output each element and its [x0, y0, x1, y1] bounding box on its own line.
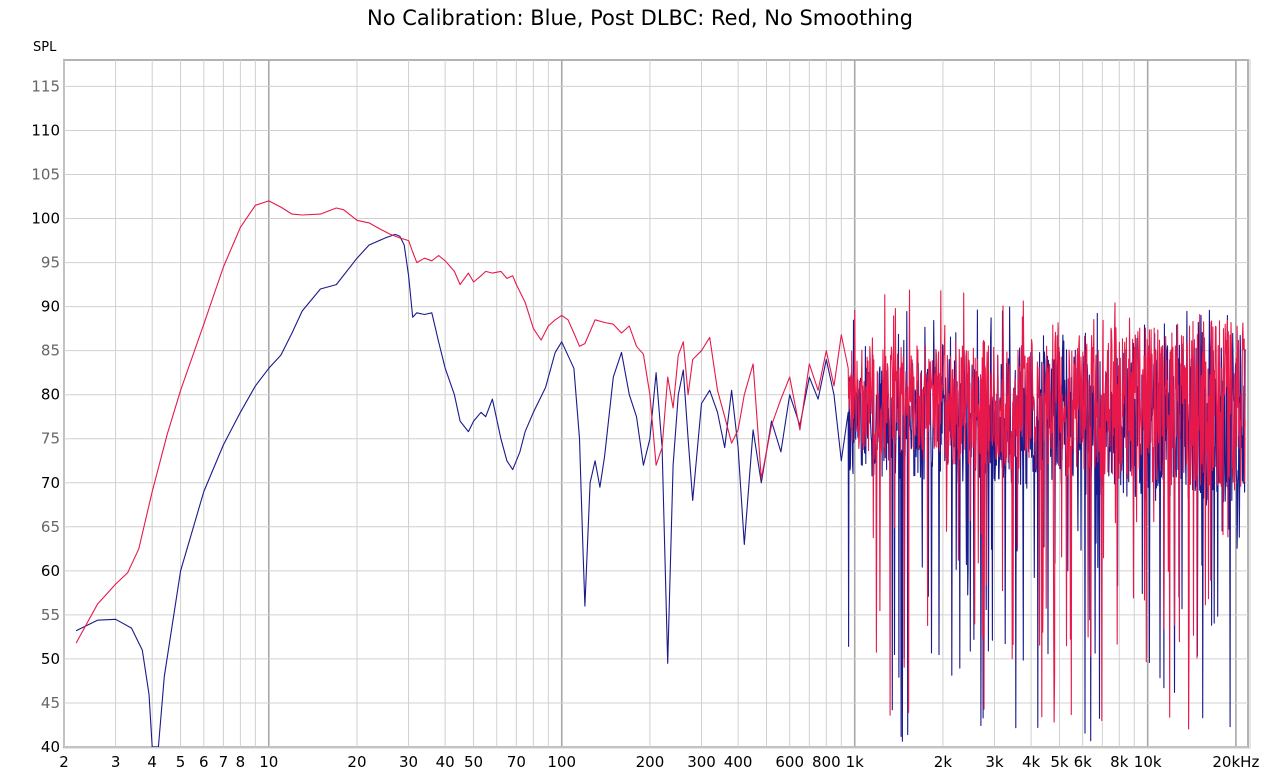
- x-tick-label: 800: [812, 753, 841, 771]
- x-tick-label: 8: [236, 753, 246, 771]
- x-tick-label: 4: [147, 753, 157, 771]
- x-tick-label: 4k: [1022, 753, 1041, 771]
- x-tick-label: 6: [199, 753, 209, 771]
- y-tick-label: 45: [41, 694, 60, 712]
- x-tick-label: 3: [111, 753, 121, 771]
- y-tick-label: 115: [31, 77, 60, 95]
- y-tick-label: 95: [41, 254, 60, 272]
- y-tick-label: 100: [31, 210, 60, 228]
- y-tick-label: 85: [41, 342, 60, 360]
- y-tick-label: 80: [41, 386, 60, 404]
- x-tick-label: 30: [399, 753, 418, 771]
- x-tick-label: 5k: [1050, 753, 1069, 771]
- x-tick-label: 300: [687, 753, 716, 771]
- y-tick-label: 90: [41, 298, 60, 316]
- y-tick-label: 75: [41, 430, 60, 448]
- x-tick-label: 20kHz: [1212, 753, 1259, 771]
- x-tick-labels: 2 3 4 5 6 7 8 10 20 30 40 50 70 100 200 300 400 600 800 1k 2…: [59, 753, 1259, 771]
- x-tick-label: 8k: [1110, 753, 1129, 771]
- x-tick-label: 200: [636, 753, 665, 771]
- x-tick-label: 10: [259, 753, 278, 771]
- grid: [63, 60, 1248, 748]
- x-tick-label: 100: [547, 753, 576, 771]
- y-tick-label: 55: [41, 606, 60, 624]
- chart-title: No Calibration: Blue, Post DLBC: Red, No…: [367, 6, 913, 30]
- x-tick-label: 2: [59, 753, 69, 771]
- y-tick-label: 60: [41, 562, 60, 580]
- x-tick-label: 40: [436, 753, 455, 771]
- x-tick-label: 2k: [934, 753, 953, 771]
- y-tick-label: 110: [31, 121, 60, 139]
- y-tick-label: 65: [41, 518, 60, 536]
- series-layer: [75, 200, 1246, 747]
- x-tick-label: 400: [724, 753, 753, 771]
- x-tick-label: 3k: [985, 753, 1004, 771]
- x-tick-label: 10k: [1134, 753, 1162, 771]
- x-tick-label: 600: [775, 753, 804, 771]
- y-tick-label: 105: [31, 166, 60, 184]
- x-tick-label: 50: [464, 753, 483, 771]
- x-tick-label: 7: [219, 753, 229, 771]
- x-tick-label: 70: [507, 753, 526, 771]
- x-tick-label: 5: [176, 753, 186, 771]
- red-series-line: [75, 200, 1246, 730]
- x-tick-label: 6k: [1074, 753, 1093, 771]
- y-tick-label: 40: [41, 738, 60, 756]
- y-axis-label: SPL: [33, 40, 57, 55]
- y-tick-label: 50: [41, 650, 60, 668]
- y-tick-labels: 40 45 50 55 60 65 70 75 80 85 90 95 100 105 110 115: [31, 77, 60, 756]
- x-tick-label: 1k: [846, 753, 865, 771]
- x-tick-label: 20: [347, 753, 366, 771]
- y-tick-label: 70: [41, 474, 60, 492]
